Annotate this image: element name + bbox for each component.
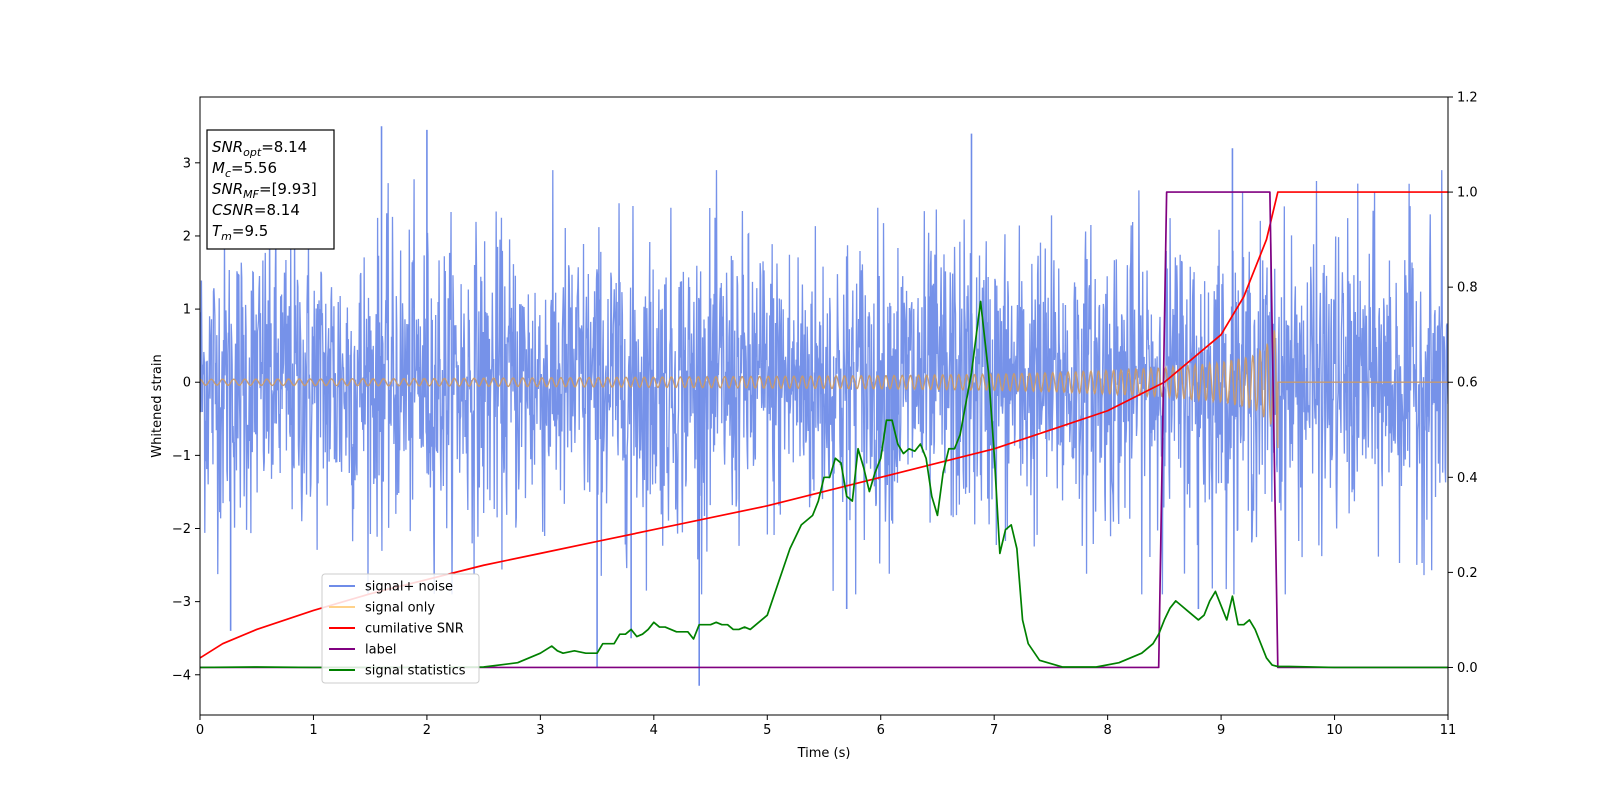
y-right-tick-label: 0.4: [1457, 471, 1478, 486]
y-right-tick-label: 0.8: [1457, 281, 1478, 296]
info-line: SNRMF=[9.93]: [212, 180, 317, 201]
x-tick-label: 2: [423, 723, 431, 738]
info-line: SNRopt=8.14: [212, 138, 307, 159]
x-tick-label: 5: [763, 723, 771, 738]
x-tick-label: 4: [650, 723, 658, 738]
series-signal-statistics: [200, 300, 1448, 669]
y-left-tick-label: 0: [183, 376, 191, 391]
legend-frame: [321, 573, 480, 684]
legend-label: signal statistics: [365, 664, 466, 679]
x-tick-label: 11: [1440, 723, 1457, 738]
axes: 0 1 2 3 4 5 6 7 8 9 10 11 −4 −3 −2 −1 0 1 2 3 0.0 0.2 0.4 0.6 0.…: [172, 91, 1478, 739]
series-signal-noise: [200, 170, 1448, 595]
x-tick-label: 8: [1103, 723, 1111, 738]
y-left-tick-label: 2: [183, 229, 191, 244]
series-signal-only: [200, 330, 1448, 449]
plot-area: [200, 126, 1448, 686]
y-left-tick-label: 3: [183, 156, 191, 171]
x-tick-label: 7: [990, 723, 998, 738]
x-axis-label: Time (s): [797, 746, 851, 761]
y-left-tick-label: −4: [172, 668, 191, 683]
x-tick-label: 6: [877, 723, 885, 738]
y-right-tick-label: 1.0: [1457, 186, 1478, 201]
legend: signal+ noise signal only cumilative SNR la…: [321, 573, 480, 684]
x-tick-label: 9: [1217, 723, 1225, 738]
y-axis-label: Whitened strain: [150, 354, 165, 457]
y-left-tick-label: −1: [172, 449, 191, 464]
y-left-tick-label: 1: [183, 303, 191, 318]
info-line: CSNR=8.14: [212, 201, 300, 219]
legend-label: label: [365, 643, 396, 658]
y-right-tick-label: 0.6: [1457, 376, 1478, 391]
info-line: Tm=9.5: [212, 222, 268, 243]
y-right-tick-label: 0.2: [1457, 566, 1478, 581]
y-left-tick-label: −2: [172, 522, 191, 537]
x-tick-label: 3: [536, 723, 544, 738]
x-tick-label: 10: [1326, 723, 1343, 738]
x-tick-label: 1: [309, 723, 317, 738]
plot-frame: [199, 96, 1449, 716]
info-box-frame: [206, 129, 335, 250]
x-tick-label: 0: [196, 723, 204, 738]
legend-label: signal+ noise: [365, 580, 453, 595]
info-line: Mc=5.56: [212, 159, 277, 180]
legend-label: signal only: [365, 601, 435, 616]
y-right-tick-label: 1.2: [1457, 91, 1478, 106]
legend-label: cumilative SNR: [365, 622, 464, 637]
y-right-tick-label: 0.0: [1457, 661, 1478, 676]
y-left-tick-label: −3: [172, 595, 191, 610]
